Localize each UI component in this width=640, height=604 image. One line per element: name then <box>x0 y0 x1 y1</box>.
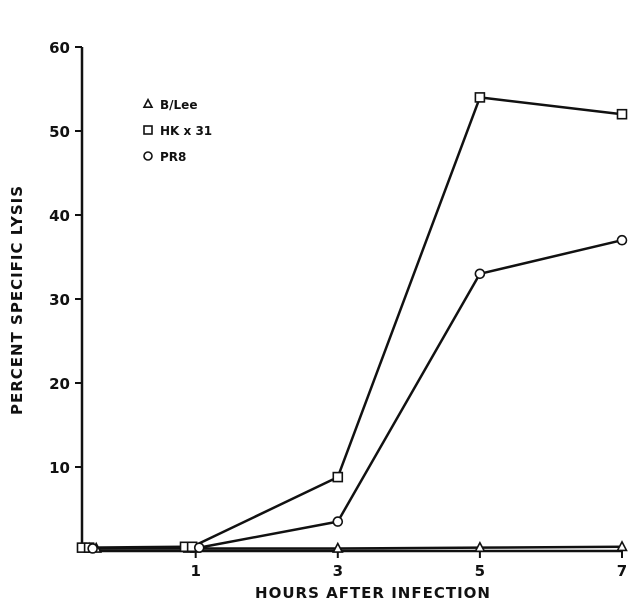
x-tick-label: 3 <box>333 562 343 580</box>
x-tick-label: 7 <box>617 562 627 580</box>
y-tick-label: 10 <box>49 459 70 477</box>
data-point-circle <box>87 543 98 554</box>
series-line-square <box>82 96 623 549</box>
data-point-square <box>616 108 628 120</box>
x-tick-label: 1 <box>190 562 200 580</box>
data-point-square <box>332 471 344 483</box>
y-tick-label: 40 <box>49 207 70 225</box>
y-tick-label: 50 <box>49 123 70 141</box>
axes: 10 20 30 40 50 60 1 3 5 7 <box>49 39 627 580</box>
x-axis-title: HOURS AFTER INFECTION <box>255 584 491 602</box>
data-point-circle <box>193 542 205 553</box>
data-point-circle <box>332 516 344 527</box>
data-point-triangle <box>616 540 628 552</box>
legend-marker-triangle <box>142 97 154 108</box>
legend-marker-circle <box>143 151 153 161</box>
legend-label: B/Lee <box>160 98 197 112</box>
legend-label: PR8 <box>160 150 186 164</box>
legend: B/Lee HK x 31 PR8 <box>142 97 212 164</box>
data-point-circle <box>474 268 486 280</box>
series-markers <box>76 92 628 554</box>
y-axis-title: PERCENT SPECIFIC LYSIS <box>8 185 26 415</box>
series-line-circle <box>92 238 623 550</box>
y-tick-label: 60 <box>49 39 70 57</box>
data-point-triangle <box>474 540 486 553</box>
legend-label: HK x 31 <box>160 124 212 138</box>
data-point-square <box>474 92 486 103</box>
legend-marker-square <box>143 125 153 135</box>
y-tick-label: 30 <box>49 291 70 309</box>
x-tick-label: 5 <box>475 562 485 580</box>
series-lines <box>82 96 623 550</box>
y-tick-label: 20 <box>49 375 70 393</box>
data-point-triangle <box>331 541 344 553</box>
data-point-circle <box>616 234 628 246</box>
